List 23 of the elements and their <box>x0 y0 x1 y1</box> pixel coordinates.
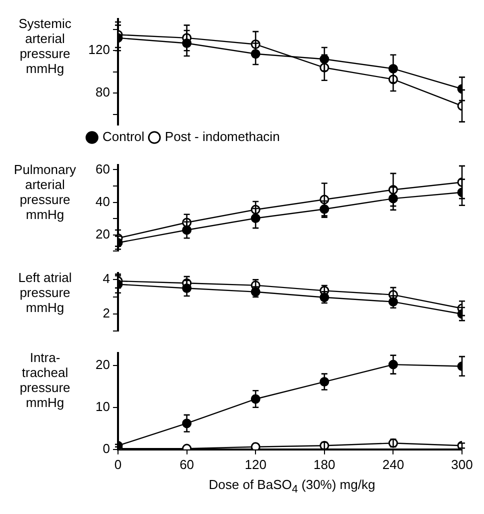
y-tick-label: 20 <box>96 356 110 372</box>
x-tick-label: 240 <box>382 456 404 472</box>
x-tick-label: 60 <box>180 456 194 472</box>
y-axis-title: Intra-tracheal pressure mmHg <box>18 349 72 410</box>
y-tick-label: 4 <box>102 271 110 286</box>
legend-label: Post - indomethacin <box>164 129 280 144</box>
x-tick-label: 0 <box>114 456 122 472</box>
y-tick-label: 40 <box>96 194 110 209</box>
legend-label: Control <box>102 129 145 144</box>
y-tick-label: 120 <box>88 42 110 58</box>
y-tick-label: 10 <box>96 398 110 414</box>
y-tick-label: 20 <box>96 226 110 242</box>
x-tick-label: 300 <box>451 456 473 472</box>
x-tick-label: 120 <box>244 456 266 472</box>
y-tick-label: 60 <box>96 161 110 176</box>
y-tick-label: 0 <box>102 440 110 456</box>
y-tick-label: 2 <box>102 306 110 321</box>
x-axis-title: Dose of BaSO$_{4}$ (30%) mg/kg <box>208 476 376 498</box>
y-axis-title: Pulmonary arterial pressure mmHg <box>12 161 78 222</box>
x-tick-label: 180 <box>314 456 336 472</box>
y-axis-title: Left atrial pressure mmHg <box>17 269 73 315</box>
y-axis-title: Systemic arterial pressure mmHg <box>18 15 72 76</box>
y-tick-label: 80 <box>96 84 110 100</box>
